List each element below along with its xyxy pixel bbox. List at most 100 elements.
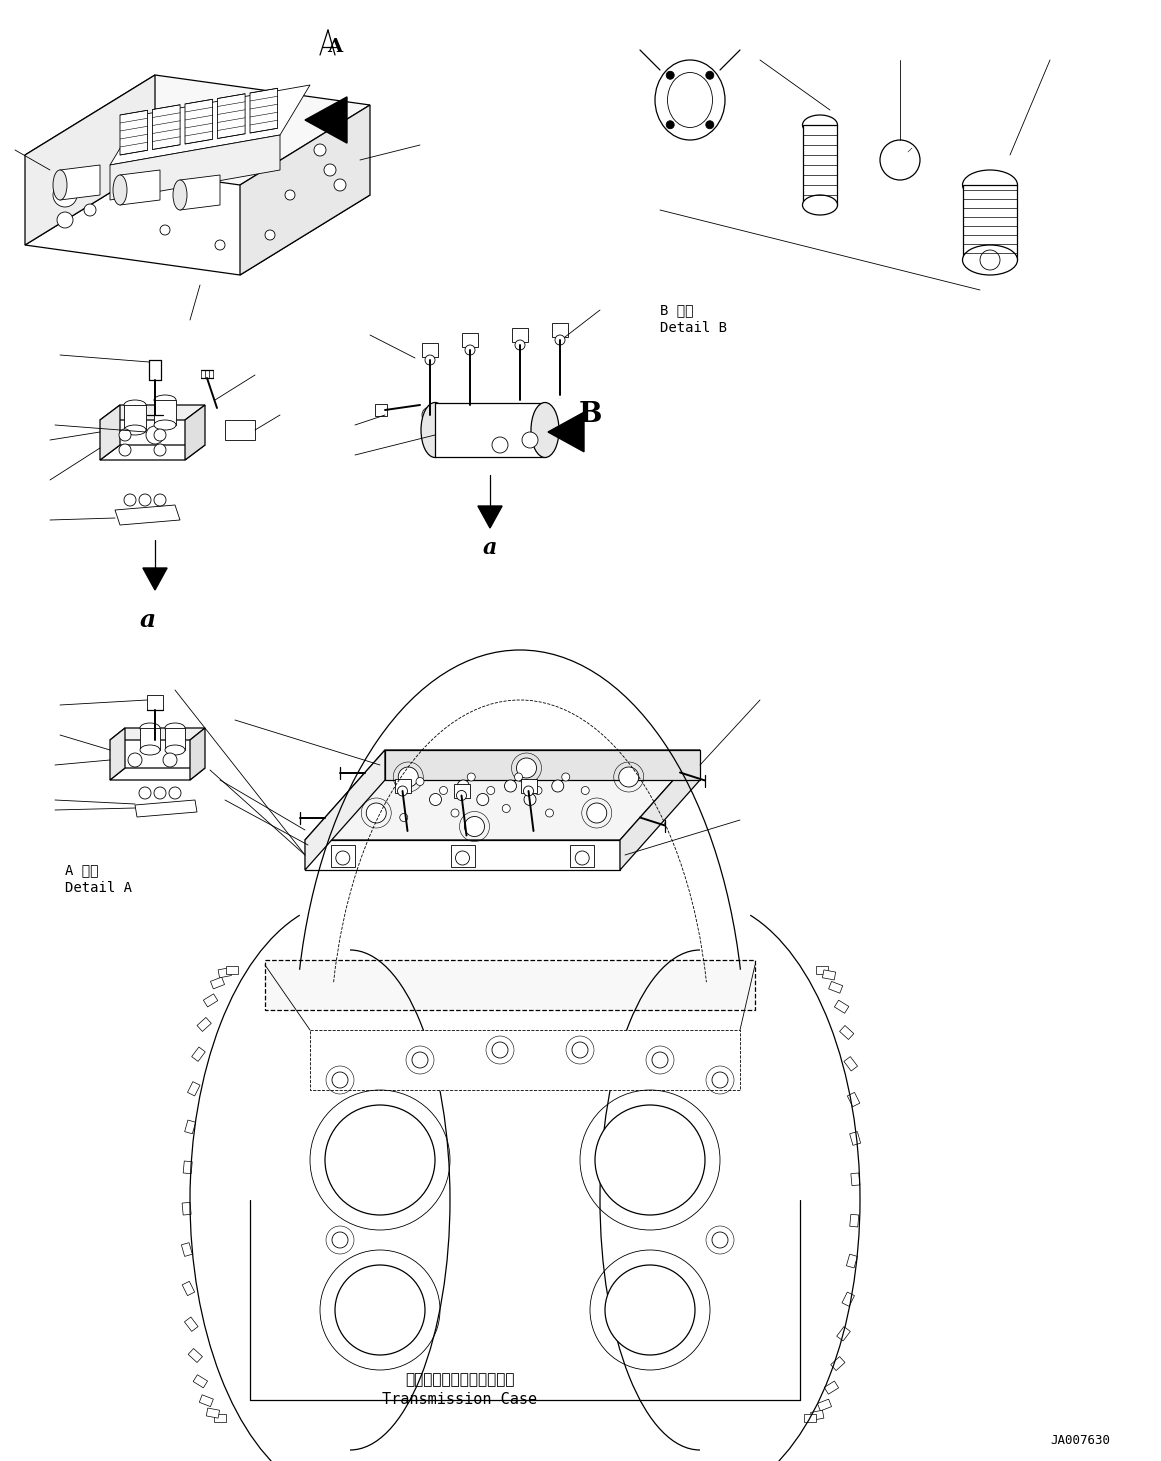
Circle shape <box>980 250 1000 270</box>
Text: Detail B: Detail B <box>659 321 727 335</box>
Ellipse shape <box>802 115 837 134</box>
Circle shape <box>605 1265 695 1354</box>
Circle shape <box>524 786 534 796</box>
Bar <box>182 1281 195 1296</box>
Bar <box>165 728 185 749</box>
Circle shape <box>53 183 77 207</box>
Polygon shape <box>26 75 156 245</box>
Circle shape <box>425 355 435 365</box>
Circle shape <box>514 773 522 782</box>
Ellipse shape <box>802 194 837 215</box>
Text: A 詳細: A 詳細 <box>65 863 99 877</box>
Bar <box>185 1121 195 1134</box>
Polygon shape <box>548 412 584 451</box>
Bar <box>848 1093 860 1106</box>
Polygon shape <box>26 165 370 275</box>
Polygon shape <box>110 768 205 780</box>
Circle shape <box>455 850 469 865</box>
Circle shape <box>586 804 607 823</box>
Circle shape <box>572 1042 587 1058</box>
Circle shape <box>575 850 589 865</box>
Bar <box>551 323 568 337</box>
Circle shape <box>416 777 424 786</box>
Bar <box>520 779 536 793</box>
Polygon shape <box>115 506 180 524</box>
Text: Transmission Case: Transmission Case <box>382 1392 538 1407</box>
Bar <box>154 400 176 425</box>
Circle shape <box>154 494 166 506</box>
Circle shape <box>118 444 131 456</box>
Circle shape <box>492 1042 509 1058</box>
Ellipse shape <box>140 745 160 755</box>
Circle shape <box>160 225 170 235</box>
Circle shape <box>84 205 96 216</box>
Text: Detail A: Detail A <box>65 881 132 896</box>
Bar <box>188 1081 200 1096</box>
Circle shape <box>594 1105 705 1216</box>
Polygon shape <box>180 175 219 210</box>
Circle shape <box>551 780 564 792</box>
Circle shape <box>522 432 538 449</box>
Bar <box>183 1161 193 1173</box>
Circle shape <box>440 786 447 795</box>
Bar <box>140 728 160 749</box>
Bar <box>185 1316 199 1331</box>
Circle shape <box>464 817 484 837</box>
Polygon shape <box>110 134 280 200</box>
Circle shape <box>505 780 517 792</box>
Circle shape <box>334 180 346 191</box>
Ellipse shape <box>124 425 146 435</box>
Bar <box>450 844 475 866</box>
Circle shape <box>503 805 510 812</box>
Ellipse shape <box>124 400 146 411</box>
Bar <box>203 993 218 1007</box>
Polygon shape <box>120 169 160 205</box>
Bar <box>570 844 594 866</box>
Text: B 詳細: B 詳細 <box>659 302 693 317</box>
Circle shape <box>151 411 159 419</box>
Bar <box>851 1173 860 1186</box>
Bar <box>226 966 238 974</box>
Polygon shape <box>305 840 620 869</box>
Bar <box>124 405 146 430</box>
Circle shape <box>57 212 73 228</box>
Bar <box>816 966 828 974</box>
Bar <box>182 1202 192 1216</box>
Circle shape <box>146 427 164 444</box>
Circle shape <box>706 72 714 79</box>
Polygon shape <box>143 568 167 590</box>
Circle shape <box>712 1232 728 1248</box>
Bar <box>824 1381 838 1394</box>
Bar <box>200 1395 214 1407</box>
Circle shape <box>486 786 495 795</box>
Circle shape <box>467 773 475 782</box>
Polygon shape <box>620 749 700 869</box>
Circle shape <box>336 1265 425 1354</box>
Text: a: a <box>483 538 497 560</box>
Circle shape <box>170 787 181 799</box>
Bar <box>210 977 224 989</box>
Circle shape <box>517 758 536 779</box>
Polygon shape <box>135 801 197 817</box>
Bar <box>835 1001 849 1014</box>
Bar <box>197 1017 211 1031</box>
Circle shape <box>546 809 554 817</box>
Circle shape <box>336 850 349 865</box>
Ellipse shape <box>154 394 176 405</box>
Polygon shape <box>185 99 212 145</box>
Bar <box>844 1056 858 1071</box>
Bar <box>805 1414 816 1422</box>
Bar <box>454 783 469 798</box>
Bar <box>822 970 836 980</box>
Polygon shape <box>217 94 245 139</box>
Circle shape <box>457 780 469 792</box>
Circle shape <box>666 72 675 79</box>
Circle shape <box>163 752 176 767</box>
Polygon shape <box>60 165 100 200</box>
Bar <box>192 1048 205 1062</box>
Ellipse shape <box>962 245 1017 275</box>
Circle shape <box>325 1105 435 1216</box>
Circle shape <box>524 793 536 805</box>
Ellipse shape <box>154 419 176 430</box>
Circle shape <box>139 787 151 799</box>
